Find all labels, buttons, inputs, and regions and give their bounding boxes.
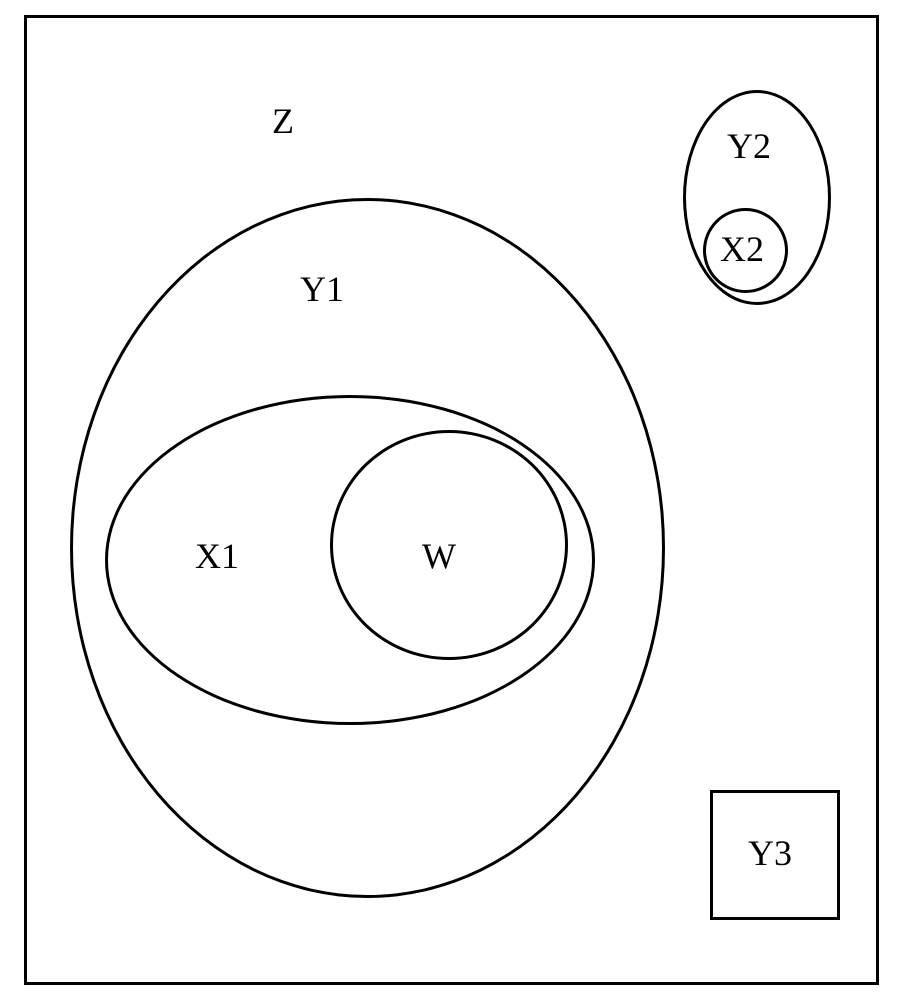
label-w: W <box>422 535 456 577</box>
label-y2: Y2 <box>727 125 771 167</box>
label-y1: Y1 <box>300 268 344 310</box>
label-y3: Y3 <box>748 832 792 874</box>
label-x1: X1 <box>195 535 239 577</box>
label-x2: X2 <box>720 228 764 270</box>
label-z: Z <box>272 100 294 142</box>
